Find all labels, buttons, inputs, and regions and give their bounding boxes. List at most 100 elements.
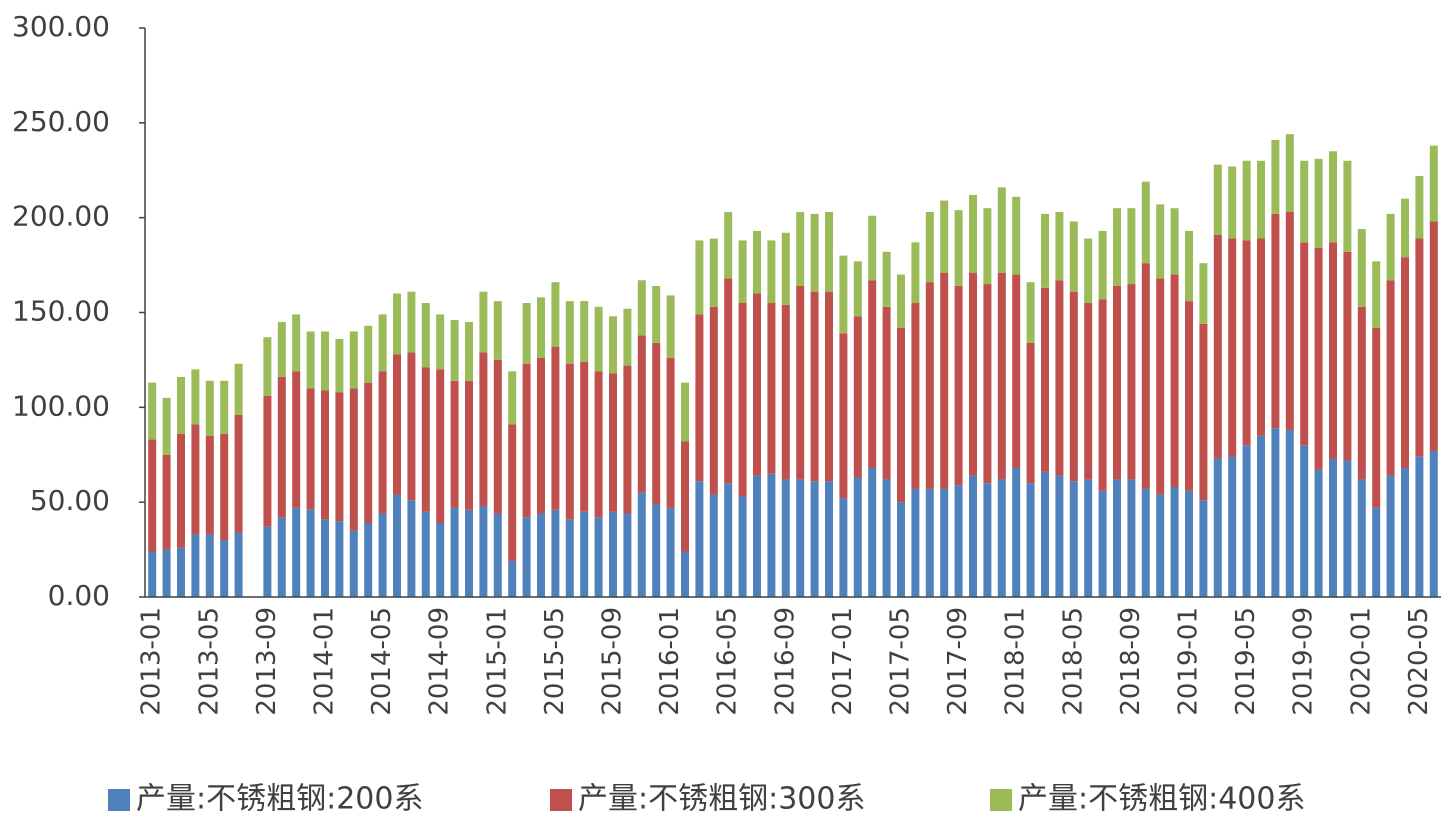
bar-segment bbox=[220, 540, 229, 597]
bar-segment bbox=[234, 414, 243, 533]
bar-segment bbox=[1357, 306, 1366, 480]
bar-segment bbox=[1098, 230, 1107, 300]
bar-segment bbox=[465, 509, 473, 597]
bar-segment bbox=[1012, 468, 1021, 597]
x-tick-label: 2017-01 bbox=[828, 607, 858, 716]
bar-segment bbox=[1314, 248, 1323, 470]
bar-segment bbox=[522, 303, 531, 364]
bar-segment bbox=[1329, 151, 1337, 243]
bar-segment bbox=[277, 517, 286, 597]
bar-segment bbox=[508, 560, 517, 597]
bar-segment bbox=[868, 468, 877, 597]
bar-segment bbox=[378, 314, 387, 372]
bar-segment bbox=[1141, 488, 1150, 597]
bar-segment bbox=[1156, 278, 1165, 495]
bar-segment bbox=[1429, 221, 1438, 451]
bar-segment bbox=[637, 335, 646, 493]
bar-segment bbox=[220, 433, 229, 541]
bar-segment bbox=[969, 194, 977, 273]
bar-segment bbox=[1372, 261, 1381, 328]
bar-segment bbox=[1257, 160, 1265, 239]
bar-segment bbox=[1343, 160, 1352, 252]
bar-segment bbox=[853, 316, 862, 478]
bar-segment bbox=[1343, 251, 1352, 461]
bar-segment bbox=[565, 301, 574, 364]
bar-segment bbox=[349, 331, 358, 389]
bar-segment bbox=[738, 240, 747, 304]
bar-segment bbox=[738, 303, 747, 497]
legend-label: 产量:不锈粗钢:300系 bbox=[578, 782, 865, 817]
bar-segment bbox=[321, 331, 329, 391]
bar-segment bbox=[825, 291, 833, 482]
bar-segment bbox=[1401, 468, 1409, 597]
bar-segment bbox=[551, 346, 560, 510]
bar-segment bbox=[623, 513, 632, 597]
x-tick-label: 2018-09 bbox=[1116, 607, 1146, 716]
bar-segment bbox=[292, 507, 301, 597]
bar-segment bbox=[1213, 164, 1222, 235]
bar-segment bbox=[753, 293, 761, 476]
bar-segment bbox=[580, 361, 589, 512]
bar-segment bbox=[479, 352, 488, 506]
bar-segment bbox=[1185, 301, 1193, 491]
bar-segment bbox=[1285, 134, 1294, 212]
bar-segment bbox=[378, 371, 387, 514]
bar-segment bbox=[1242, 160, 1251, 241]
bar-segment bbox=[954, 285, 963, 486]
bar-segment bbox=[1055, 280, 1064, 476]
bar-segment bbox=[1127, 284, 1136, 480]
bar-segment bbox=[1141, 181, 1150, 264]
bar-segment bbox=[796, 211, 805, 286]
y-tick-label: 50.00 bbox=[30, 484, 110, 517]
bar-segment bbox=[1213, 234, 1222, 459]
bar-segment bbox=[393, 354, 401, 495]
bar-segment bbox=[378, 513, 387, 597]
bar-segment bbox=[940, 200, 949, 273]
bar-segment bbox=[796, 285, 805, 480]
bar-segment bbox=[853, 477, 862, 597]
bar-segment bbox=[767, 473, 776, 597]
y-tick-label: 150.00 bbox=[12, 295, 110, 328]
bar-segment bbox=[623, 365, 632, 514]
bar-segment bbox=[349, 388, 358, 531]
bar-segment bbox=[450, 320, 459, 381]
bar-segment bbox=[465, 380, 473, 510]
bar-segment bbox=[1285, 211, 1294, 431]
bar-segment bbox=[493, 359, 502, 514]
bar-segment bbox=[1257, 238, 1265, 436]
bar-segment bbox=[1314, 158, 1323, 249]
bar-segment bbox=[1257, 435, 1265, 597]
bar-segment bbox=[1242, 445, 1251, 597]
legend-marker bbox=[990, 789, 1012, 811]
x-tick-label: 2020-05 bbox=[1404, 607, 1434, 716]
bar-segment bbox=[1185, 230, 1193, 302]
bar-segment bbox=[623, 308, 632, 366]
bar-segment bbox=[594, 517, 603, 597]
x-tick-label: 2013-01 bbox=[137, 607, 167, 716]
bar-segment bbox=[868, 215, 877, 281]
bar-segment bbox=[1228, 456, 1237, 597]
bar-segment bbox=[1113, 479, 1121, 597]
bar-segment bbox=[1228, 238, 1237, 457]
bar-segment bbox=[882, 251, 891, 307]
bar-segment bbox=[695, 240, 704, 315]
bar-segment bbox=[306, 388, 315, 510]
bar-segment bbox=[364, 523, 373, 597]
bar-segment bbox=[450, 507, 459, 597]
bar-segment bbox=[781, 479, 790, 597]
bar-segment bbox=[1055, 211, 1064, 281]
bar-segment bbox=[349, 530, 358, 597]
bar-segment bbox=[421, 303, 430, 368]
bar-segment bbox=[407, 500, 416, 597]
bar-segment bbox=[177, 433, 185, 548]
bar-segment bbox=[594, 306, 603, 372]
bar-segment bbox=[810, 213, 819, 292]
bar-segment bbox=[263, 526, 272, 597]
bar-segment bbox=[1185, 490, 1193, 597]
bar-segment bbox=[393, 293, 401, 355]
bar-segment bbox=[1041, 287, 1049, 472]
bar-segment bbox=[508, 424, 517, 561]
bar-segment bbox=[1386, 475, 1395, 597]
x-tick-label: 2015-09 bbox=[598, 607, 628, 716]
bar-segment bbox=[709, 494, 718, 597]
